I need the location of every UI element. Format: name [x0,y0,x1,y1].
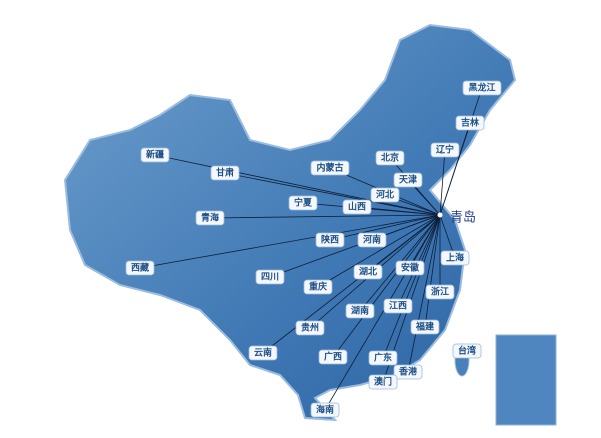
region-label: 新疆 [146,149,164,161]
region-label-box [315,232,345,248]
region-label-box [375,150,405,166]
region-label: 上海 [446,252,464,264]
route-line [154,154,441,216]
region-label-box [425,284,455,300]
route-line [439,122,471,216]
region-label: 重庆 [309,281,327,293]
region-label: 福建 [415,321,435,333]
region-label: 云南 [254,347,272,359]
region-label: 北京 [381,152,399,164]
route-line [382,214,441,359]
region-label-box [393,364,423,380]
region-label-box [288,195,318,211]
region-label-box [462,80,502,96]
region-label: 辽宁 [436,144,454,156]
region-label: 天津 [399,174,417,186]
region-label-box [255,269,285,285]
region-label: 湖北 [359,266,377,278]
region-label: 河北 [376,189,394,201]
route-line [324,214,441,411]
region-label: 内蒙古 [316,162,343,174]
region-label: 宁夏 [294,197,313,209]
region-label-box [370,187,400,203]
region-label-box [345,303,375,319]
region-label-box [368,350,398,366]
south-sea-inset [495,334,557,426]
region-label: 海南 [316,404,334,416]
region-label: 贵州 [301,322,319,334]
route-line [224,171,441,216]
route-line [329,214,441,241]
region-label: 四川 [261,272,279,283]
region-label: 澳门 [374,376,392,388]
region-label: 山西 [348,201,366,213]
region-label: 青海 [201,212,219,224]
region-label: 浙江 [431,286,449,298]
route-line [269,214,441,278]
region-label: 陕西 [321,234,339,246]
route-line [262,214,441,354]
route-line [332,214,441,358]
origin-label: 青岛 [450,210,476,226]
region-label-box [210,165,240,181]
route-line [406,214,441,373]
region-label: 江西 [389,300,407,312]
region-label-box [440,250,470,266]
region-label: 台湾 [458,345,476,357]
route-line [397,214,441,307]
origin-point [437,212,443,218]
region-label-box [303,279,333,295]
region-label: 湖南 [351,305,369,317]
route-line [317,214,441,288]
region-label-box [195,210,225,226]
region-label: 吉林 [461,117,480,129]
region-label-box [455,115,485,131]
region-label: 甘肃 [216,167,234,179]
region-label: 香港 [398,366,418,378]
region-label-box [393,172,423,188]
region-label-box [452,343,482,359]
region-label-box [410,319,440,335]
region-label-box [140,147,170,163]
region-label-box [342,199,372,215]
region-label: 广东 [374,352,392,364]
region-label-box [357,232,387,248]
region-label: 广西 [324,351,342,363]
route-line [439,149,447,216]
route-line [139,214,441,270]
region-label-box [310,402,340,418]
region-label-box [125,260,155,276]
region-label: 河南 [363,234,381,246]
region-label-box [353,264,383,280]
china-land [63,23,517,422]
region-label-box [395,260,425,276]
route-line [209,214,441,220]
region-label: 黑龙江 [468,82,495,94]
region-label-box [248,345,278,361]
region-label-box [310,160,350,176]
region-label-box [318,349,348,365]
region-label-box [368,374,398,390]
region-label-box [383,298,413,314]
region-label: 安徽 [401,262,420,274]
region-label-box [295,320,325,336]
route-line [423,214,441,328]
region-label-box [430,142,460,158]
region-label: 西藏 [131,262,149,274]
